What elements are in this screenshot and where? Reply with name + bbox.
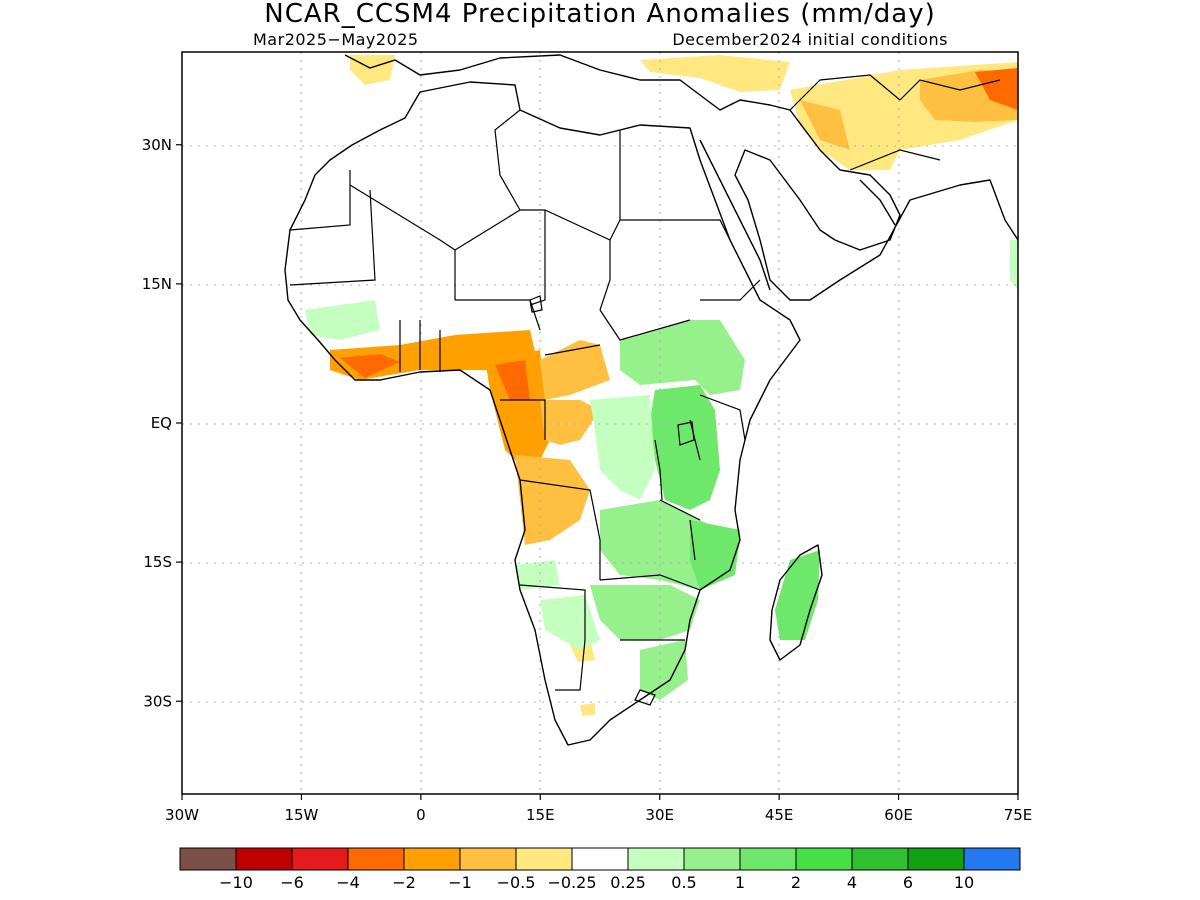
lake-chad	[529, 295, 543, 313]
lake-tanganyika	[654, 439, 663, 501]
anomaly-east-africa	[650, 385, 720, 510]
anomaly-mediterranean	[640, 55, 790, 92]
lon-tick-label: 45E	[765, 806, 794, 824]
anomaly-congo-wet	[590, 395, 655, 500]
colorbar-swatch	[291, 847, 349, 871]
lat-tick-label: EQ	[151, 414, 172, 432]
anomaly-madagascar	[775, 550, 820, 640]
lat-tick-label: 30S	[143, 692, 172, 710]
map-title: NCAR_CCSM4 Precipitation Anomalies (mm/d…	[264, 0, 936, 29]
colorbar-swatch	[403, 847, 461, 871]
anomaly-india-tip	[1010, 240, 1018, 290]
anomaly-iran	[800, 100, 850, 150]
anomaly-south-sudan	[620, 320, 745, 395]
map-area	[182, 52, 1018, 794]
colorbar-swatch	[347, 847, 405, 871]
eurasia-coastline	[344, 54, 1018, 301]
colorbar-swatch	[627, 847, 685, 871]
anomaly-shading	[305, 55, 1018, 716]
lat-tick-label: 30N	[142, 136, 172, 154]
anomaly-guinea-coast	[340, 354, 400, 378]
colorbar-label: 0.5	[671, 873, 696, 892]
arabian-gulf	[859, 179, 896, 226]
lon-tick-label: 0	[416, 806, 426, 824]
anomaly-botswana	[540, 595, 600, 650]
lon-tick-label: 15E	[526, 806, 555, 824]
madagascar-coastline	[769, 544, 823, 661]
colorbar-label: −0.25	[547, 873, 596, 892]
anomaly-south-spot	[580, 703, 595, 716]
colorbar-swatch	[795, 847, 853, 871]
anomaly-zimbabwe	[590, 585, 700, 640]
lon-tick-label: 60E	[884, 806, 913, 824]
lat-tick-label: 15S	[143, 553, 172, 571]
colorbar-label: 1	[735, 873, 745, 892]
red-sea-coast	[699, 139, 771, 291]
lakes	[529, 295, 696, 561]
anomaly-cameroon	[485, 350, 550, 470]
anomaly-angola-coast	[515, 560, 560, 590]
anomaly-angola	[515, 455, 590, 545]
colorbar-label: −0.5	[497, 873, 536, 892]
colorbar-swatch	[907, 847, 965, 871]
colorbar-label: −10	[219, 873, 253, 892]
anomaly-cameroon-core	[495, 360, 530, 400]
colorbar-swatch	[515, 847, 573, 871]
africa-coastline	[284, 81, 801, 746]
colorbar-label: 2	[791, 873, 801, 892]
colorbar-label: −4	[336, 873, 360, 892]
anomaly-southeast	[640, 640, 688, 700]
forecast-period: Mar2025−May2025	[253, 30, 419, 49]
lon-tick-label: 30W	[165, 806, 199, 824]
anomaly-pakistan-core	[975, 68, 1018, 110]
colorbar-swatch	[739, 847, 797, 871]
colorbar: −10 −6 −4 −2 −1 −0.5 −0.25 0.25 0.5 1 2 4 6 10	[179, 847, 1021, 892]
initial-conditions: December2024 initial conditions	[672, 30, 948, 49]
anomaly-north-coast	[350, 55, 395, 85]
colorbar-label: 4	[847, 873, 857, 892]
colorbar-swatch	[683, 847, 741, 871]
colorbar-label: 0.25	[610, 873, 646, 892]
lon-tick-label: 15W	[284, 806, 318, 824]
colorbar-swatch	[179, 847, 237, 871]
colorbar-label: 6	[903, 873, 913, 892]
lon-tick-label: 75E	[1004, 806, 1033, 824]
longitude-ticks: 30W 15W 0 15E 30E 45E 60E 75E	[165, 794, 1032, 824]
colorbar-label: −1	[448, 873, 472, 892]
colorbar-swatch	[963, 847, 1021, 871]
lake-malawi	[689, 519, 696, 561]
colorbar-swatch	[235, 847, 293, 871]
colorbar-swatch	[571, 847, 629, 871]
colorbar-swatch	[459, 847, 517, 871]
colorbar-label: 10	[954, 873, 974, 892]
coastlines	[284, 54, 1018, 746]
anomaly-sahel-west	[305, 300, 380, 340]
colorbar-label: −6	[280, 873, 304, 892]
country-borders	[289, 74, 1001, 706]
anomaly-congo	[540, 400, 600, 445]
lat-tick-label: 15N	[142, 275, 172, 293]
colorbar-label: −2	[392, 873, 416, 892]
lake-victoria	[677, 421, 695, 446]
latitude-ticks: 30N 15N EQ 15S 30S	[142, 136, 182, 710]
anomaly-car	[540, 340, 610, 400]
lon-tick-label: 30E	[645, 806, 674, 824]
colorbar-swatch	[851, 847, 909, 871]
